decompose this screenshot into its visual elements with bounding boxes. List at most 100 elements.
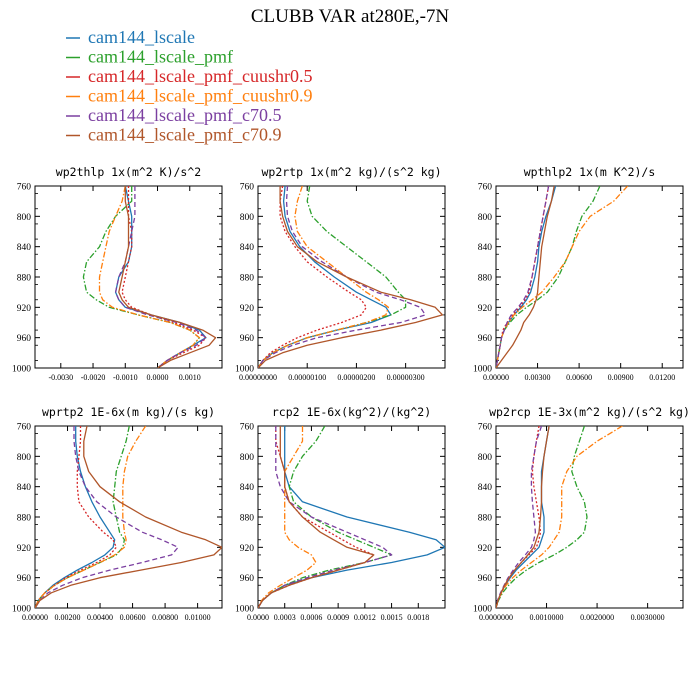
x-tick-label: 0.0009 [327, 613, 349, 622]
y-tick-label: 880 [240, 514, 255, 524]
legend-entry-label: cam144_lscale_pmf_c70.9 [88, 125, 281, 145]
y-tick-label: 760 [478, 423, 493, 433]
y-tick-label: 880 [17, 274, 32, 284]
x-tick-label: 0.00000100 [288, 373, 326, 382]
y-tick-label: 960 [478, 574, 493, 584]
x-tick-label: 0.0030000 [631, 613, 665, 622]
x-tick-label: 0.00300 [525, 373, 551, 382]
y-tick-label: 800 [17, 213, 32, 223]
series-line-5 [258, 186, 426, 368]
y-tick-label: 880 [478, 274, 493, 284]
y-tick-label: 960 [240, 334, 255, 344]
series-line-5 [496, 186, 550, 368]
y-tick-label: 960 [17, 334, 32, 344]
y-tick-label: 880 [17, 514, 32, 524]
x-tick-label: 0.0018 [407, 613, 429, 622]
y-tick-label: 960 [17, 574, 32, 584]
series-line-1 [258, 426, 445, 608]
x-tick-label: 0.01200 [649, 373, 675, 382]
x-tick-label: 0.00000000 [239, 373, 277, 382]
series-group [496, 186, 629, 368]
series-line-6 [35, 426, 222, 608]
series-group [258, 186, 444, 368]
series-line-5 [258, 426, 393, 608]
y-tick-label: 920 [478, 304, 493, 314]
series-line-6 [258, 186, 444, 368]
y-tick-label: 1000 [473, 605, 492, 615]
legend-entry-label: cam144_lscale_pmf_cuushr0.9 [88, 86, 312, 106]
y-tick-label: 760 [17, 423, 32, 433]
y-tick-label: 1000 [235, 605, 254, 615]
y-tick-label: 920 [17, 304, 32, 314]
panel-title: wp2rcp 1E-3x(m^2 kg)/(s^2 kg) [489, 405, 690, 419]
y-tick-label: 1000 [235, 365, 254, 375]
x-tick-label: 0.0010 [179, 373, 201, 382]
panel-5: rcp2 1E-6x(kg^2)/(kg^2) 760 800 840 880 920 96… [235, 405, 446, 622]
legend-entry-label: cam144_lscale [88, 27, 195, 47]
legend-entry-label: cam144_lscale_pmf_c70.5 [88, 105, 281, 125]
x-tick-label: 0.00000 [22, 613, 48, 622]
panels: wp2thlp 1x(m^2 K)/s^2 760 800 840 880 920 960 1… [12, 165, 690, 622]
x-tick-label: 0.0003 [274, 613, 296, 622]
x-tick-label: 0.00800 [152, 613, 178, 622]
series-line-5 [35, 426, 179, 608]
legend-entry-label: cam144_lscale_pmf_cuushr0.5 [88, 66, 312, 86]
y-tick-label: 840 [17, 483, 32, 493]
y-tick-label: 800 [240, 213, 255, 223]
y-tick-label: 760 [240, 183, 255, 193]
y-tick-label: 920 [478, 544, 493, 554]
y-tick-label: 760 [240, 423, 255, 433]
x-tick-label: 0.00400 [87, 613, 113, 622]
panel-4: wprtp2 1E-6x(m kg)/(s kg) 760 800 840 880 920… [12, 405, 223, 622]
y-tick-label: 800 [17, 453, 32, 463]
y-tick-label: 800 [478, 453, 493, 463]
y-tick-label: 800 [240, 453, 255, 463]
y-tick-label: 840 [478, 243, 493, 253]
y-tick-label: 760 [478, 183, 493, 193]
y-tick-label: 960 [240, 574, 255, 584]
y-tick-label: 880 [478, 514, 493, 524]
panel-title: wpthlp2 1x(m K^2)/s [524, 165, 656, 179]
y-tick-label: 920 [240, 544, 255, 554]
x-tick-label: 0.0015 [381, 613, 403, 622]
panel-frame [257, 425, 446, 609]
panel-6: wp2rcp 1E-3x(m^2 kg)/(s^2 kg) 760 800 840 88… [473, 405, 690, 622]
series-line-6 [496, 186, 555, 368]
series-line-4 [258, 186, 390, 368]
series-line-5 [496, 426, 543, 608]
x-tick-label: 0.00600 [566, 373, 592, 382]
y-tick-label: 1000 [12, 605, 31, 615]
series-line-6 [496, 426, 550, 608]
series-line-2 [258, 426, 393, 608]
panel-2: wp2rtp 1x(m^2 kg)/(s^2 kg) 760 800 840 880 92… [235, 165, 446, 382]
x-tick-label: 0.00000300 [387, 373, 425, 382]
panel-title: rcp2 1E-6x(kg^2)/(kg^2) [272, 405, 431, 419]
series-line-6 [118, 186, 217, 368]
series-line-1 [496, 186, 557, 368]
series-line-4 [258, 426, 317, 608]
x-tick-label: 0.0012 [354, 613, 376, 622]
series-line-3 [121, 186, 207, 368]
panel-frame [495, 425, 684, 609]
series-line-2 [35, 426, 130, 608]
series-line-1 [114, 186, 207, 368]
x-tick-label: 0.0000 [147, 373, 169, 382]
x-tick-label: 0.00000200 [337, 373, 375, 382]
y-tick-label: 840 [240, 243, 255, 253]
y-tick-label: 920 [17, 544, 32, 554]
x-tick-label: -0.0010 [113, 373, 138, 382]
series-line-3 [496, 186, 550, 368]
y-tick-label: 840 [478, 483, 493, 493]
x-tick-label: 0.0020000 [580, 613, 614, 622]
series-line-2 [82, 186, 201, 368]
x-tick-label: 0.01000 [185, 613, 211, 622]
x-tick-label: 0.00000 [483, 373, 509, 382]
y-tick-label: 840 [17, 243, 32, 253]
series-line-4 [496, 426, 623, 608]
series-group [258, 426, 445, 608]
series-line-2 [496, 186, 601, 368]
x-tick-label: 0.0000000 [479, 613, 513, 622]
x-tick-label: -0.0020 [81, 373, 106, 382]
series-line-4 [98, 186, 201, 368]
x-tick-label: 0.0000 [247, 613, 269, 622]
